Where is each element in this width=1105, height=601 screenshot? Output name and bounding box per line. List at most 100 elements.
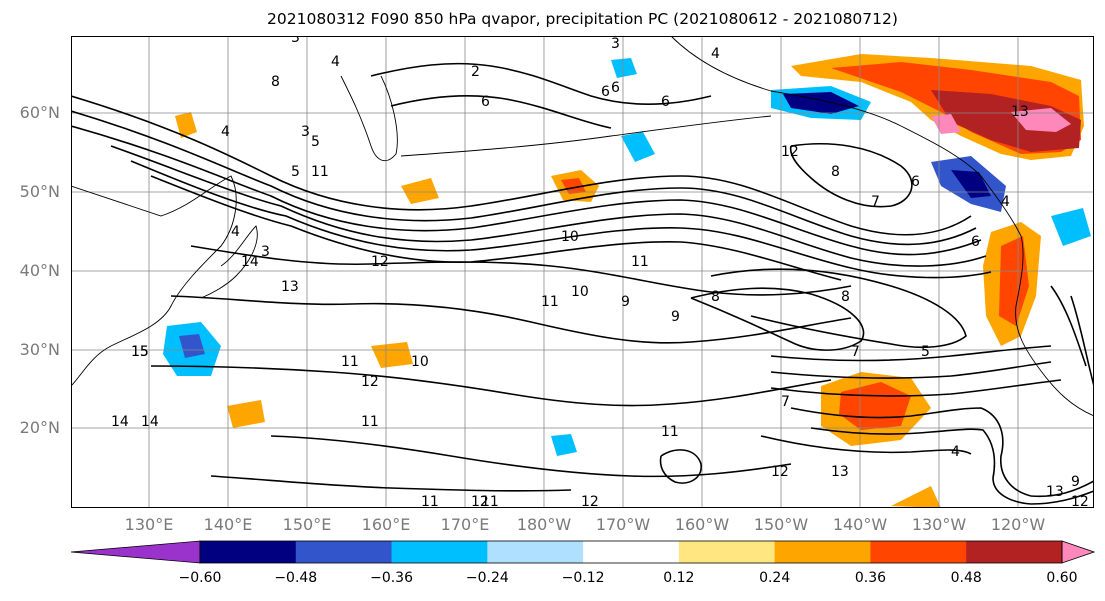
contour-label: 10 (571, 284, 589, 300)
contour-label: 14 (141, 414, 159, 430)
contour-label: 4 (711, 46, 720, 62)
positive-anomaly-area (999, 236, 1029, 326)
colorbar-tick-label: −0.12 (561, 570, 605, 586)
colorbar-extend-low (70, 540, 201, 564)
contour-line (370, 62, 712, 106)
contour-line (710, 268, 967, 349)
contour-line (190, 245, 852, 296)
contour-label: 7 (781, 394, 790, 410)
contour-label: 3 (301, 124, 310, 140)
contour-line (789, 143, 913, 208)
negative-anomaly-area (1051, 208, 1091, 246)
lon-label-180w: 180°W (516, 515, 572, 534)
contour-label: 15 (131, 344, 149, 360)
lat-label-30n: 30°N (19, 340, 60, 359)
negative-anomaly-area (551, 434, 577, 456)
lat-label-20n: 20°N (19, 418, 60, 437)
positive-anomaly-area (931, 114, 961, 134)
contour-label: 13 (1011, 104, 1029, 120)
contour-label: 5 (311, 134, 320, 150)
colorbar-tick-label: −0.24 (465, 570, 509, 586)
kamchatka-coastline (340, 75, 398, 162)
colorbar-outline (199, 540, 1063, 564)
contour-line (770, 345, 1052, 362)
colorbar-tick-label: −0.48 (274, 570, 318, 586)
contour-label: 4 (231, 224, 240, 240)
map-title: 2021080312 F090 850 hPa qvapor, precipit… (267, 10, 898, 28)
contour-label: 3 (611, 36, 620, 52)
contour-label: 2 (471, 64, 480, 80)
contour-label: 11 (421, 494, 439, 508)
contour-line (1050, 285, 1087, 367)
contour-label: 3 (261, 244, 270, 260)
contour-label: 6 (611, 80, 620, 96)
contour-label: 12 (1071, 494, 1089, 508)
contour-label: 14 (111, 414, 129, 430)
colorbar-segment (487, 541, 584, 563)
contour-line (150, 365, 832, 407)
contour-line (210, 475, 572, 492)
contour-label: 12 (361, 374, 379, 390)
negative-anomaly-area (611, 58, 637, 78)
contour-line (790, 407, 1094, 498)
lon-label-140w: 140°W (832, 515, 888, 534)
colorbar (70, 540, 1095, 564)
lon-label-150e: 150°E (282, 515, 332, 534)
contour-label: 8 (841, 289, 850, 305)
lat-label-40n: 40°N (19, 261, 60, 280)
contour-label: 6 (481, 94, 490, 110)
precip-shading (163, 54, 1091, 508)
lon-label-140e: 140°E (203, 515, 253, 534)
contour-label: 11 (541, 294, 559, 310)
lon-label-170w: 170°W (595, 515, 651, 534)
negative-anomaly-area (179, 334, 205, 358)
contour-label: 12 (771, 464, 789, 480)
contour-label: 6 (971, 234, 980, 250)
contour-label: 11 (361, 414, 379, 430)
positive-anomaly-area (891, 486, 941, 508)
positive-anomaly-area (401, 178, 439, 204)
colorbar-tick-label: 0.36 (854, 570, 887, 586)
contour-line (71, 95, 972, 236)
contour-label: 6 (661, 94, 670, 110)
colorbar-tick-label: 0.12 (663, 570, 695, 586)
contour-line (760, 435, 972, 455)
contour-line (770, 379, 1062, 397)
north-america-coastline (1015, 235, 1094, 417)
colorbar-segment (870, 541, 967, 563)
contour-label: 7 (871, 194, 880, 210)
contour-label: 13 (831, 464, 849, 480)
lat-label-60n: 60°N (19, 103, 60, 122)
contour-label: 11 (341, 354, 359, 370)
positive-anomaly-area (227, 400, 265, 428)
map-panel: 3 4 6 8 3 4 6 2 3 6 6 4 5 7 5 10 11 12 13 14 15 11 12 11 10 11 9 10… (71, 36, 1094, 508)
contour-label: 8 (831, 164, 840, 180)
negative-anomaly-area (783, 92, 859, 114)
colorbar-segment (200, 541, 297, 563)
colorbar-segments (70, 540, 1095, 564)
contour-label: 5 (291, 164, 300, 180)
contour-label: 8 (271, 74, 280, 90)
colorbar-tick-label: −0.60 (178, 570, 222, 586)
contour-label: 12 (471, 494, 489, 508)
colorbar-segment (678, 541, 776, 563)
contour-label: 9 (621, 294, 630, 310)
contour-line (71, 125, 982, 256)
contour-label: 14 (241, 254, 259, 270)
contour-line (390, 94, 612, 129)
coastlines (71, 36, 1094, 417)
contour-labels: 3468346236645751011121314151112111011910… (111, 36, 1089, 508)
contour-line (170, 295, 852, 344)
colorbar-segment (966, 541, 1063, 563)
colorbar-extend-high (1061, 540, 1095, 564)
contour-line (690, 287, 865, 351)
positive-anomaly-area (175, 112, 197, 138)
positive-anomaly-area (931, 90, 1081, 152)
contour-label: 11 (631, 254, 649, 270)
contour-label: 9 (671, 309, 680, 325)
colorbar-segment (295, 541, 393, 563)
colorbar-tick-label: −0.36 (370, 570, 413, 586)
colorbar-tick-label: 0.60 (1046, 570, 1078, 586)
contour-label: 4 (1001, 194, 1010, 210)
lon-label-120w: 120°W (990, 515, 1046, 534)
